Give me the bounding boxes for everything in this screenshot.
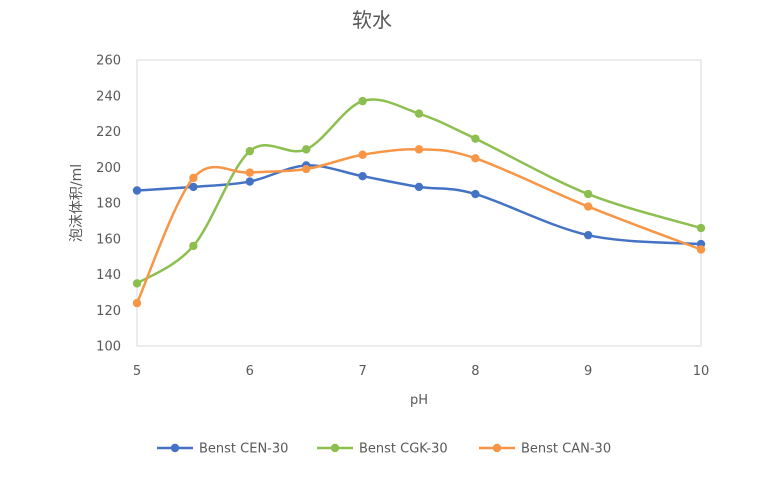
x-tick-label: 5 bbox=[133, 364, 141, 379]
y-tick-label: 140 bbox=[96, 268, 121, 283]
y-tick-label: 120 bbox=[96, 304, 121, 319]
data-point bbox=[414, 182, 424, 192]
y-tick-label: 180 bbox=[96, 197, 121, 212]
x-tick-label: 7 bbox=[358, 364, 366, 379]
series-line bbox=[135, 98, 703, 285]
legend-label: Benst CEN-30 bbox=[199, 442, 288, 457]
legend-label: Benst CAN-30 bbox=[521, 442, 611, 457]
y-axis: 100 120 140 160 180 200 220 240 260 bbox=[96, 54, 121, 355]
x-tick-label: 9 bbox=[584, 364, 592, 379]
legend: Benst CEN-30 Benst CGK-30 Benst CAN-30 bbox=[157, 442, 611, 457]
data-point bbox=[471, 134, 480, 143]
series-2 bbox=[132, 96, 706, 288]
y-tick-label: 240 bbox=[96, 89, 121, 104]
data-point bbox=[302, 145, 311, 154]
data-point bbox=[132, 279, 142, 288]
data-point bbox=[358, 171, 367, 181]
data-point bbox=[189, 173, 198, 183]
y-tick-label: 200 bbox=[96, 161, 121, 176]
x-axis: 5 6 7 8 9 10 bbox=[133, 364, 709, 379]
legend-marker bbox=[492, 443, 502, 453]
series-1 bbox=[132, 161, 706, 249]
y-tick-label: 260 bbox=[96, 54, 121, 69]
series-line bbox=[135, 148, 703, 305]
data-point bbox=[584, 202, 593, 211]
x-tick-label: 8 bbox=[471, 364, 479, 379]
data-point bbox=[696, 223, 706, 233]
data-point bbox=[584, 230, 593, 240]
data-point bbox=[696, 245, 706, 254]
data-point bbox=[302, 164, 311, 174]
series-layer bbox=[132, 96, 706, 308]
legend-marker bbox=[330, 443, 340, 453]
data-point bbox=[189, 182, 198, 192]
data-point bbox=[358, 150, 367, 159]
data-point bbox=[189, 241, 198, 251]
y-tick-label: 220 bbox=[96, 125, 121, 140]
data-point bbox=[471, 189, 480, 199]
data-point bbox=[132, 298, 142, 308]
y-axis-label: 泡沫体积/ml bbox=[69, 164, 85, 242]
y-tick-label: 160 bbox=[96, 232, 121, 247]
chart-title: 软水 bbox=[352, 8, 392, 32]
data-point bbox=[471, 154, 480, 163]
y-tick-label: 100 bbox=[96, 340, 121, 355]
x-axis-label: pH bbox=[410, 393, 428, 408]
plot-area-border bbox=[136, 59, 702, 347]
x-tick-label: 10 bbox=[693, 364, 710, 379]
data-point bbox=[245, 168, 254, 177]
series-3 bbox=[132, 145, 706, 308]
data-point bbox=[245, 177, 254, 186]
data-point bbox=[414, 109, 424, 118]
data-point bbox=[358, 96, 367, 106]
data-point bbox=[584, 189, 593, 199]
data-point bbox=[414, 145, 424, 154]
data-point bbox=[132, 186, 142, 195]
x-tick-label: 6 bbox=[246, 364, 254, 379]
legend-marker bbox=[170, 443, 180, 453]
legend-label: Benst CGK-30 bbox=[359, 442, 448, 457]
data-point bbox=[245, 146, 254, 156]
